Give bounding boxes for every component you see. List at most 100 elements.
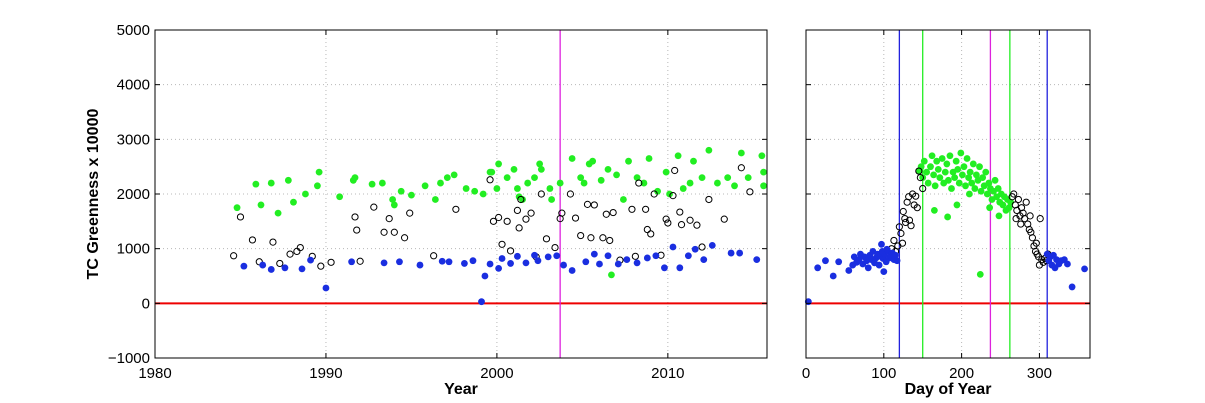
data-point-filled xyxy=(368,180,376,188)
data-point-filled xyxy=(267,179,275,187)
data-point-open xyxy=(489,217,498,225)
data-point-open xyxy=(671,166,679,175)
data-point-filled xyxy=(396,258,403,266)
data-point-filled xyxy=(976,270,984,278)
data-point-open xyxy=(895,223,903,231)
data-point-open xyxy=(1032,239,1040,247)
data-point-filled xyxy=(314,182,321,190)
data-point-open xyxy=(495,213,503,222)
data-point-filled xyxy=(700,256,708,263)
data-point-filled xyxy=(999,201,1007,209)
data-point-filled xyxy=(284,176,292,184)
data-point-open xyxy=(642,205,650,213)
data-point-filled xyxy=(514,185,521,192)
data-point-open xyxy=(351,213,359,221)
data-point-filled xyxy=(878,240,885,248)
data-point-open xyxy=(602,210,610,218)
data-point-filled xyxy=(708,241,716,249)
data-point-filled xyxy=(503,174,511,182)
data-point-open xyxy=(430,252,438,260)
data-point-filled xyxy=(930,207,938,214)
data-point-filled xyxy=(298,265,306,273)
y-tick-label: 2000 xyxy=(117,186,150,203)
y-axis-title: TC Greenness x 10000 xyxy=(85,109,102,280)
data-point-filled xyxy=(724,174,732,182)
data-point-filled xyxy=(568,267,576,274)
data-point-filled xyxy=(969,160,977,168)
data-point-filled xyxy=(524,179,532,187)
data-point-filled xyxy=(973,171,980,179)
data-point-open xyxy=(527,209,535,217)
data-point-filled xyxy=(892,251,899,259)
data-point-filled xyxy=(758,152,766,160)
data-point-open xyxy=(571,214,580,222)
data-point-filled xyxy=(437,179,444,187)
data-point-open xyxy=(599,234,607,242)
data-point-open xyxy=(1017,220,1025,228)
data-point-filled xyxy=(604,252,612,260)
series-1-open-circles xyxy=(887,167,1052,269)
data-point-filled xyxy=(252,180,260,188)
data-point-filled xyxy=(481,272,489,280)
data-point-filled xyxy=(864,264,872,272)
data-point-filled xyxy=(936,174,944,182)
data-point-filled xyxy=(737,149,745,157)
data-point-filled xyxy=(679,185,687,192)
data-point-filled xyxy=(822,257,829,265)
data-point-open xyxy=(452,205,460,213)
x-tick-label: 0 xyxy=(802,365,810,382)
data-point-filled xyxy=(1081,265,1088,273)
data-point-open xyxy=(677,221,686,229)
data-point-open xyxy=(1014,195,1023,204)
data-point-open xyxy=(370,203,378,211)
data-point-filled xyxy=(640,179,648,187)
data-point-filled xyxy=(488,168,496,176)
data-point-open xyxy=(385,215,393,223)
data-point-filled xyxy=(666,190,673,198)
data-point-open xyxy=(720,215,728,223)
data-point-filled xyxy=(661,264,668,272)
panel-day-of-year: 0 100 200 300 Day of Year xyxy=(802,29,1091,398)
data-point-filled xyxy=(948,185,955,192)
data-point-filled xyxy=(553,252,561,260)
data-point-filled xyxy=(233,204,241,212)
data-point-filled xyxy=(744,174,752,182)
data-point-filled xyxy=(643,254,651,262)
data-point-open xyxy=(517,195,525,204)
data-point-filled xyxy=(620,196,627,203)
data-point-filled xyxy=(633,174,641,182)
data-point-open xyxy=(587,234,595,242)
data-point-open xyxy=(915,167,923,175)
data-point-filled xyxy=(645,155,653,162)
data-point-filled xyxy=(855,256,863,263)
data-point-filled xyxy=(983,190,991,198)
data-point-filled xyxy=(351,174,359,182)
data-point-filled xyxy=(438,257,446,265)
data-point-filled xyxy=(933,157,941,165)
data-point-open xyxy=(558,209,566,217)
data-point-open xyxy=(664,219,672,227)
data-point-open xyxy=(327,258,335,266)
data-point-filled xyxy=(953,201,961,209)
data-point-filled xyxy=(928,152,936,160)
y-tick-label: 4000 xyxy=(117,77,150,94)
data-point-filled xyxy=(883,245,891,253)
data-point-filled xyxy=(421,182,429,190)
data-point-filled xyxy=(589,157,597,165)
data-point-open xyxy=(901,215,909,223)
data-point-filled xyxy=(835,258,843,266)
data-point-open xyxy=(515,224,523,232)
data-point-open xyxy=(269,238,277,246)
data-point-filled xyxy=(691,245,699,253)
x-tick-label: 200 xyxy=(949,365,974,382)
data-point-filled xyxy=(962,182,969,190)
data-point-filled xyxy=(307,256,314,264)
data-point-open xyxy=(286,250,294,258)
data-point-filled xyxy=(522,259,530,267)
series-0-filled-points xyxy=(233,146,767,279)
data-point-open xyxy=(1021,215,1029,223)
data-point-open xyxy=(647,230,655,238)
data-point-filled xyxy=(880,268,888,276)
data-point-filled xyxy=(954,166,962,173)
